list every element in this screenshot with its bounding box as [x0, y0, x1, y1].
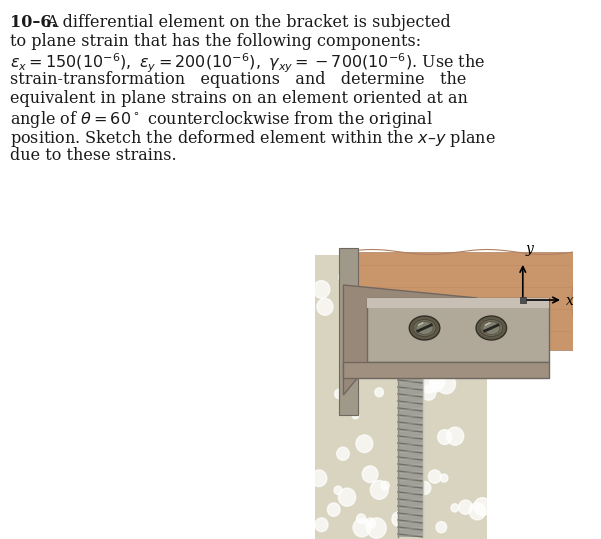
Circle shape: [423, 280, 444, 301]
Circle shape: [438, 430, 452, 445]
Circle shape: [367, 518, 386, 538]
Text: x: x: [566, 294, 573, 308]
Circle shape: [382, 355, 403, 376]
Circle shape: [425, 340, 443, 360]
Polygon shape: [343, 252, 573, 350]
Circle shape: [429, 470, 441, 483]
Text: angle of $\theta = 60^\circ$ counterclockwise from the original: angle of $\theta = 60^\circ$ countercloc…: [10, 109, 433, 130]
Polygon shape: [367, 298, 549, 308]
Circle shape: [313, 281, 330, 298]
Text: $\epsilon_x = 150(10^{-6}),\ \epsilon_y = 200(10^{-6}),\ \gamma_{xy} =-700(10^{-: $\epsilon_x = 150(10^{-6}),\ \epsilon_y …: [10, 52, 485, 75]
Circle shape: [451, 504, 459, 512]
Ellipse shape: [413, 320, 436, 336]
Circle shape: [365, 518, 376, 529]
Circle shape: [436, 284, 455, 305]
Text: y: y: [526, 242, 534, 256]
Circle shape: [474, 497, 491, 516]
Circle shape: [430, 374, 445, 390]
Circle shape: [459, 500, 472, 514]
Circle shape: [447, 427, 464, 445]
Circle shape: [436, 522, 447, 533]
Circle shape: [356, 514, 366, 524]
Polygon shape: [367, 298, 549, 362]
Circle shape: [339, 271, 351, 284]
Text: equivalent in plane strains on an element oriented at an: equivalent in plane strains on an elemen…: [10, 90, 468, 107]
Circle shape: [388, 302, 401, 316]
Circle shape: [375, 388, 383, 397]
Circle shape: [335, 389, 344, 399]
Polygon shape: [343, 362, 549, 378]
Circle shape: [407, 351, 421, 367]
Circle shape: [338, 488, 356, 506]
Circle shape: [446, 365, 456, 375]
Circle shape: [402, 469, 418, 486]
Circle shape: [353, 519, 371, 537]
Circle shape: [380, 270, 393, 283]
Circle shape: [344, 340, 359, 356]
Circle shape: [315, 518, 328, 531]
Circle shape: [401, 381, 407, 387]
Ellipse shape: [480, 320, 503, 336]
Circle shape: [437, 374, 456, 394]
Circle shape: [356, 336, 372, 353]
Circle shape: [408, 299, 416, 307]
Text: A differential element on the bracket is subjected: A differential element on the bracket is…: [46, 14, 451, 31]
Circle shape: [469, 503, 486, 520]
Circle shape: [419, 374, 438, 393]
Circle shape: [405, 301, 425, 322]
Circle shape: [441, 311, 453, 324]
Circle shape: [311, 470, 327, 487]
Circle shape: [381, 481, 389, 490]
Circle shape: [418, 481, 431, 494]
Circle shape: [374, 285, 382, 293]
Text: to plane strain that has the following components:: to plane strain that has the following c…: [10, 33, 421, 50]
Circle shape: [384, 317, 396, 329]
Circle shape: [407, 344, 413, 350]
Text: strain-transformation   equations   and   determine   the: strain-transformation equations and dete…: [10, 71, 466, 88]
Circle shape: [369, 300, 376, 308]
Ellipse shape: [409, 316, 440, 340]
Circle shape: [337, 447, 349, 460]
Circle shape: [362, 466, 378, 482]
Polygon shape: [315, 255, 487, 539]
Ellipse shape: [476, 316, 507, 340]
Circle shape: [328, 503, 340, 516]
Circle shape: [432, 382, 442, 392]
Polygon shape: [520, 297, 526, 303]
Circle shape: [456, 325, 463, 332]
Circle shape: [441, 280, 454, 294]
Polygon shape: [343, 285, 477, 395]
Text: 10–6.: 10–6.: [10, 14, 56, 31]
Ellipse shape: [483, 321, 500, 335]
Circle shape: [427, 298, 435, 307]
Circle shape: [356, 435, 373, 453]
Ellipse shape: [416, 321, 433, 335]
Circle shape: [411, 438, 418, 445]
Text: position. Sketch the deformed element within the $x$–$y$ plane: position. Sketch the deformed element wi…: [10, 128, 495, 149]
Polygon shape: [339, 248, 358, 415]
Circle shape: [370, 480, 388, 499]
Circle shape: [391, 331, 401, 343]
Circle shape: [334, 486, 342, 494]
Text: due to these strains.: due to these strains.: [10, 147, 176, 164]
Circle shape: [317, 299, 333, 315]
Circle shape: [373, 338, 389, 355]
Circle shape: [393, 324, 413, 345]
Circle shape: [352, 412, 359, 419]
Circle shape: [371, 281, 388, 300]
Circle shape: [440, 474, 448, 482]
Circle shape: [401, 286, 418, 303]
Circle shape: [421, 385, 436, 400]
Circle shape: [349, 268, 363, 282]
Circle shape: [392, 512, 406, 527]
Polygon shape: [398, 378, 423, 537]
